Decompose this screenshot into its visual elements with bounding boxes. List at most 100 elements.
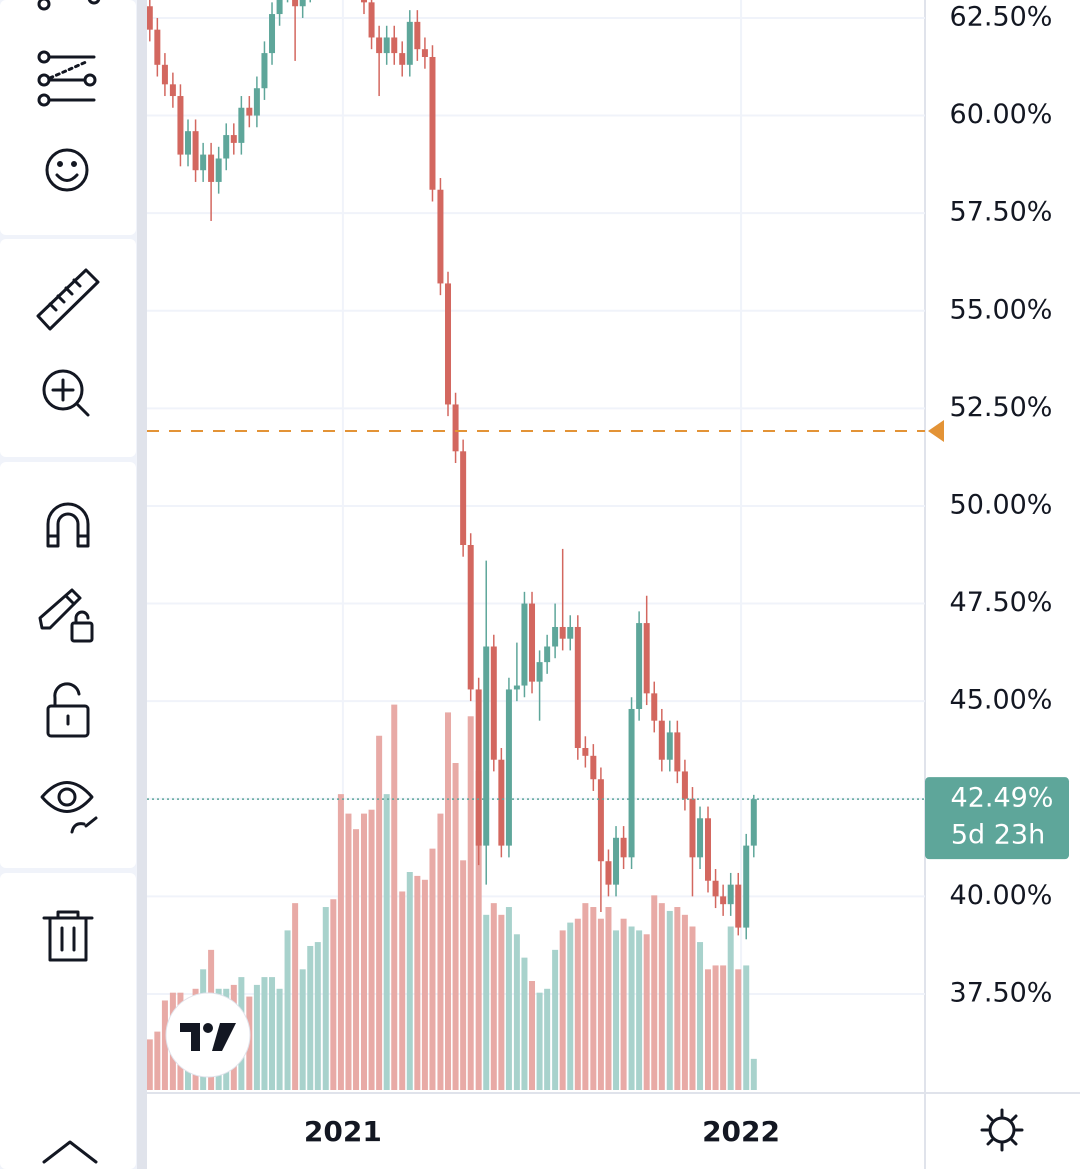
toolbar-panel — [0, 0, 136, 235]
candle-body — [253, 88, 260, 116]
volume-bar — [292, 903, 299, 1090]
countdown-label: 5d 23h — [951, 820, 1045, 851]
zoom-tool[interactable] — [42, 369, 90, 417]
volume-bar — [674, 907, 681, 1090]
volume-bar — [147, 1039, 153, 1090]
volume-bar — [483, 914, 490, 1090]
volume-bar — [651, 895, 658, 1090]
layers-tool[interactable] — [42, 1140, 98, 1164]
volume-bar — [643, 934, 650, 1090]
visibility-tool[interactable] — [40, 781, 98, 834]
candle-body — [292, 0, 299, 7]
candle-body — [697, 818, 704, 858]
tradingview-logo — [165, 992, 251, 1078]
candle-body — [223, 135, 230, 159]
candle-body — [421, 49, 428, 57]
candle-body — [720, 896, 727, 905]
tool-icons — [36, 0, 101, 1164]
alert-marker — [928, 420, 944, 443]
volume-bar — [559, 930, 566, 1090]
volume-bar — [475, 770, 482, 1090]
candle-body — [200, 154, 207, 171]
candle-body — [406, 21, 413, 65]
candle-body — [452, 404, 459, 452]
volume-bar — [735, 969, 742, 1090]
volume-bar — [498, 914, 505, 1090]
lock-tool[interactable] — [46, 682, 90, 738]
candle-body — [483, 646, 490, 846]
candle-body — [574, 626, 581, 749]
volume-bar — [437, 813, 444, 1090]
candle-body — [735, 884, 742, 928]
volume-bar — [467, 716, 474, 1090]
draw-lock-tool[interactable] — [38, 588, 94, 643]
volume-bar — [697, 942, 704, 1090]
candle-body — [613, 837, 620, 885]
candle-body — [490, 646, 497, 760]
settings-icon[interactable] — [980, 1108, 1024, 1152]
y-tick-label: 55.00% — [950, 294, 1053, 325]
volume-bar — [574, 918, 581, 1090]
candle-body — [498, 759, 505, 846]
candle-body — [605, 861, 612, 885]
candle-body — [597, 779, 604, 862]
y-tick-label: 52.50% — [950, 392, 1053, 423]
ruler-tool[interactable] — [36, 268, 100, 331]
volume-bar — [299, 969, 306, 1090]
pattern-tool[interactable] — [37, 0, 101, 11]
y-tick-label: 57.50% — [950, 197, 1053, 228]
volume-bar — [314, 942, 321, 1090]
volume-bar — [360, 813, 367, 1090]
y-tick-label: 50.00% — [950, 489, 1053, 520]
volume-bar — [681, 914, 688, 1090]
volume-bar — [628, 926, 635, 1090]
candle-body — [475, 689, 482, 846]
delete-tool[interactable] — [42, 910, 94, 962]
candle-body — [169, 84, 176, 97]
volume-bar — [712, 965, 719, 1090]
volume-bar — [269, 977, 276, 1090]
candle-body — [628, 708, 635, 858]
volume-bar — [322, 907, 329, 1090]
forecast-tool[interactable] — [37, 50, 97, 107]
volume-bar — [460, 860, 467, 1090]
toolbar-panel — [0, 873, 136, 1169]
candle-body — [299, 0, 306, 7]
volume-bar — [414, 875, 421, 1090]
emoji-tool[interactable] — [45, 148, 89, 192]
volume-bar — [399, 891, 406, 1090]
candle-body — [399, 53, 406, 65]
volume-bar — [337, 794, 344, 1090]
candle-body — [559, 626, 566, 639]
candle-body — [230, 135, 237, 143]
volume-bar — [353, 829, 360, 1090]
volume-bar — [261, 977, 268, 1090]
candle-body — [376, 37, 383, 54]
candle-body — [705, 818, 712, 881]
candle-body — [192, 131, 199, 171]
candle-body — [658, 720, 665, 760]
candle-body — [154, 29, 161, 65]
volume-bar — [658, 903, 665, 1090]
volume-bar — [376, 735, 383, 1090]
volume-bar — [590, 907, 597, 1090]
last-price-badge — [925, 777, 1069, 860]
candle-body — [147, 6, 153, 30]
candle-body — [185, 131, 192, 155]
candle-body — [582, 748, 589, 756]
magnet-tool[interactable] — [46, 502, 90, 548]
candle-body — [445, 283, 452, 405]
candle-body — [552, 626, 559, 647]
candle-body — [651, 693, 658, 721]
volume-bar — [536, 992, 543, 1090]
candle-body — [276, 0, 283, 15]
candle-body — [666, 732, 673, 760]
volume-bar — [521, 957, 528, 1090]
candle-body — [643, 623, 650, 694]
candle-body — [269, 14, 276, 54]
candle-body — [544, 646, 551, 663]
candle-body — [429, 56, 436, 190]
volume-bar — [636, 930, 643, 1090]
